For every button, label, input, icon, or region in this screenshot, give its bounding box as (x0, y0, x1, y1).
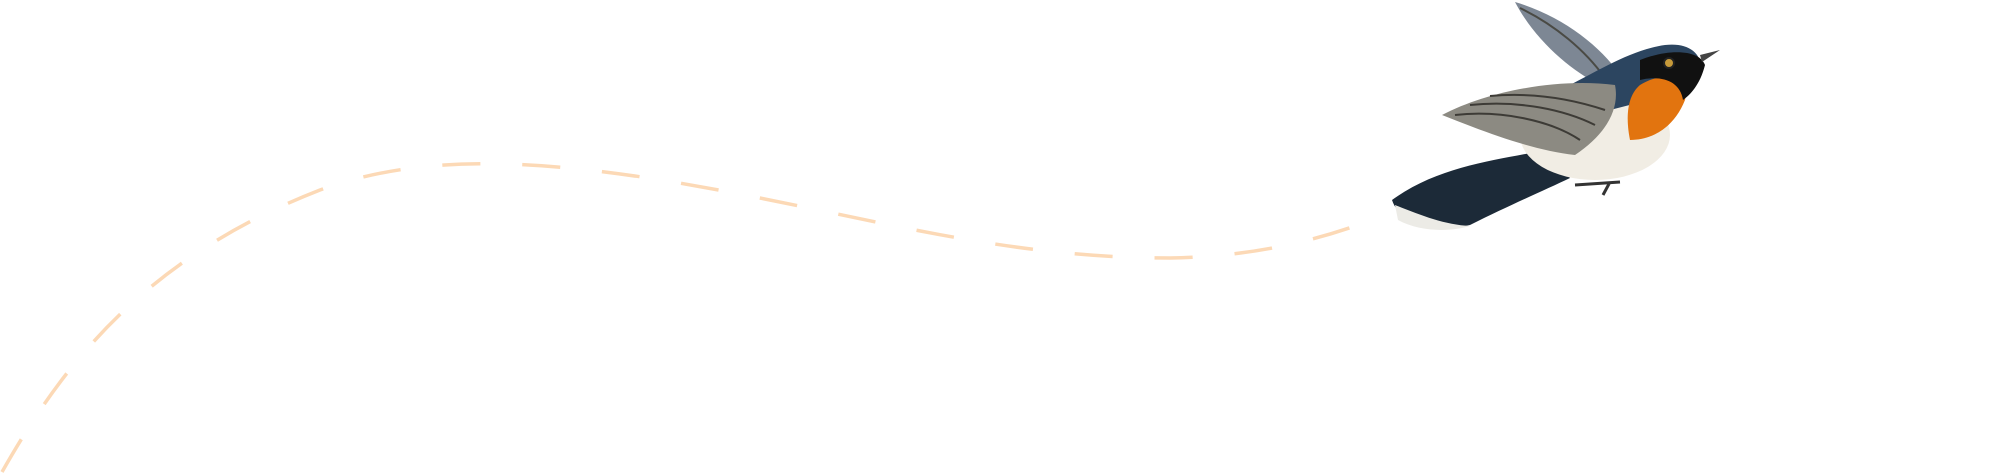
dashed-flight-path (0, 161, 1356, 473)
bird-tail (1392, 150, 1570, 228)
bird-eye (1663, 57, 1675, 69)
bird-foot (1574, 180, 1621, 196)
bird-beak (1700, 50, 1720, 62)
bird-illustration (1392, 2, 1720, 230)
bird-throat (1627, 76, 1686, 140)
